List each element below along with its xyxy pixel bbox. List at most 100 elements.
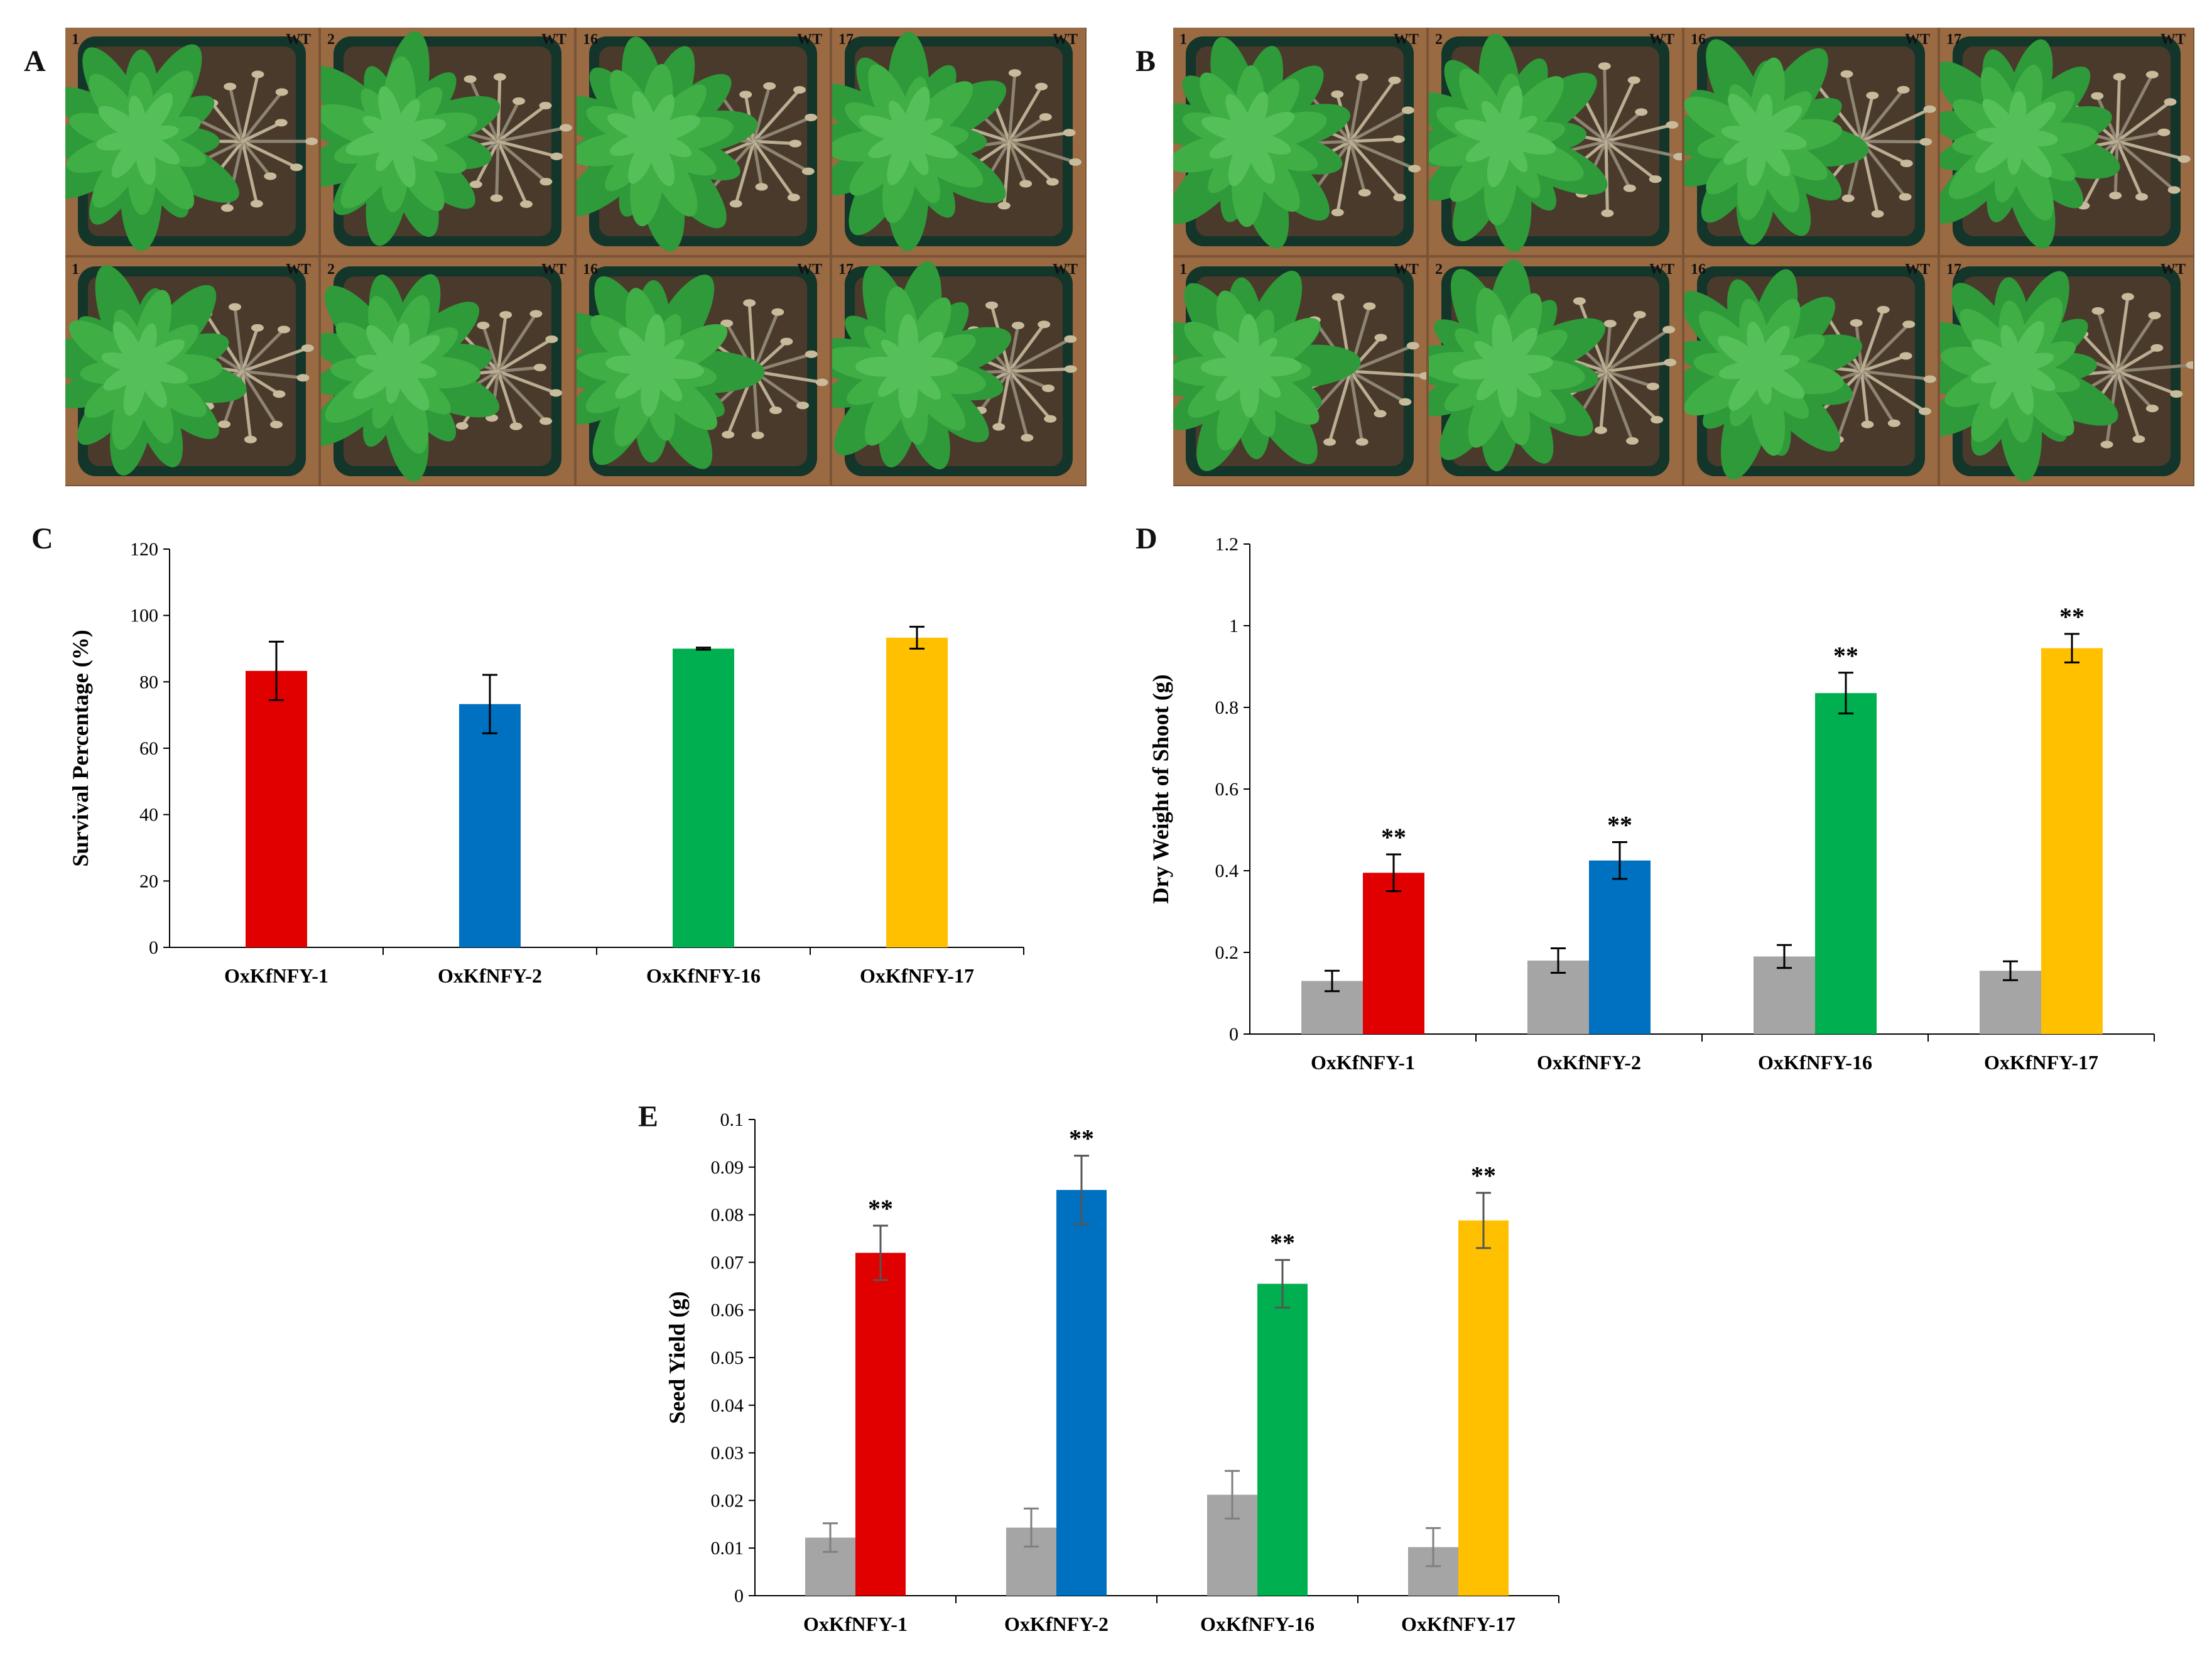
dry-leaf [1900, 160, 1913, 168]
dry-leaf [499, 311, 512, 319]
dry-stem [2115, 131, 2166, 143]
dry-leaf [1923, 375, 1936, 383]
dry-leaf [1011, 322, 1024, 330]
dry-leaf [1374, 410, 1387, 418]
dry-leaf [1392, 135, 1405, 143]
y-tick-label: 60 [139, 738, 158, 759]
leaf [394, 133, 438, 162]
dry-leaf [1008, 69, 1021, 77]
dry-leaf [1573, 297, 1586, 305]
y-tick-label: 0.08 [711, 1205, 744, 1226]
leaf [1990, 364, 2020, 409]
bar-transgenic [673, 648, 734, 947]
dry-stem [1007, 85, 1043, 143]
dry-leaf [2091, 92, 2104, 100]
dry-stem [1860, 139, 1927, 144]
plant-photo: 17 WT [832, 258, 1085, 485]
dry-stem [1007, 324, 1020, 373]
dry-leaf [1374, 334, 1387, 342]
dry-leaf [1069, 158, 1082, 166]
significance-marker: ** [868, 1194, 893, 1223]
dry-leaf [751, 431, 764, 439]
dry-leaf [277, 325, 290, 334]
dry-stem [1860, 369, 1896, 425]
plant-photo: 1 WT [1173, 28, 1426, 255]
plant-photo: 1 WT [65, 28, 318, 255]
dry-stem [1860, 369, 1869, 427]
line-number-label: 1 [1179, 261, 1187, 278]
dry-leaf [301, 344, 314, 352]
dry-stem [2115, 369, 2140, 441]
dry-leaf [1635, 108, 1648, 116]
dry-leaf [2150, 344, 2164, 352]
dry-leaf [550, 152, 563, 160]
leaf [648, 94, 675, 139]
dry-leaf [1044, 415, 1057, 423]
dry-leaf [2177, 155, 2191, 163]
dry-stem [2115, 346, 2159, 373]
dry-leaf [985, 301, 999, 309]
dry-stem [241, 139, 259, 205]
dry-stem [1860, 88, 1906, 143]
line-number-label: 1 [72, 261, 79, 278]
leaf [1971, 339, 2019, 371]
dry-leaf [1399, 398, 1412, 406]
significance-marker: ** [2059, 602, 2085, 631]
dry-stem [496, 126, 568, 143]
dry-leaf [2132, 435, 2145, 444]
dry-leaf [250, 200, 263, 208]
dry-stem [1348, 108, 1410, 143]
dry-stem [1007, 367, 1073, 373]
leaf [123, 364, 147, 416]
dry-leaf [771, 308, 784, 316]
dry-stem [1604, 361, 1672, 373]
dry-stem [496, 313, 507, 373]
dry-leaf [1021, 433, 1034, 442]
dry-leaf [1035, 82, 1048, 90]
dry-stem [481, 324, 500, 373]
dry-stem [1603, 64, 1608, 143]
line-number-label: 16 [1691, 261, 1706, 278]
leaf [1244, 92, 1269, 139]
dry-leaf [264, 172, 277, 180]
leaf [903, 87, 930, 139]
dry-leaf [512, 97, 526, 105]
dry-leaf [1063, 129, 1076, 137]
y-tick-label: 0.05 [711, 1348, 744, 1368]
dry-stem [241, 139, 298, 169]
y-axis-label: Seed Yield (g) [664, 1291, 690, 1424]
wt-label: WT [541, 31, 567, 48]
dry-leaf [1664, 358, 1677, 366]
dry-stem [496, 104, 548, 143]
dry-leaf [2186, 361, 2193, 369]
dry-leaf [2113, 73, 2126, 81]
bar-transgenic [1257, 1283, 1308, 1596]
dry-stem [241, 326, 259, 373]
dry-leaf [1388, 76, 1401, 84]
wt-label: WT [1393, 261, 1419, 278]
dry-leaf [270, 420, 283, 428]
dry-stem [1604, 369, 1655, 388]
dry-stem [752, 139, 764, 188]
x-tick-label: OxKfNFY-1 [1311, 1051, 1415, 1074]
dry-leaf [1039, 113, 1052, 121]
dry-stem [2096, 309, 2119, 373]
dry-leaf [1406, 342, 1419, 350]
dry-leaf [519, 200, 533, 208]
dry-leaf [305, 138, 318, 145]
dry-leaf [805, 350, 818, 358]
dry-stem [1348, 79, 1396, 143]
y-axis-label: Dry Weight of Shoot (g) [1148, 674, 1173, 903]
wt-label: WT [1649, 31, 1674, 48]
dry-leaf [769, 406, 783, 415]
line-number-label: 17 [1946, 31, 1961, 48]
dry-leaf [2148, 312, 2161, 320]
dry-leaf [1331, 293, 1345, 301]
dry-leaf [244, 435, 257, 444]
dry-leaf [1871, 210, 1884, 218]
bar-transgenic [855, 1253, 906, 1596]
dry-leaf [229, 303, 242, 311]
plant-photo: 16 WT [1684, 28, 1938, 255]
y-tick-label: 0 [149, 937, 158, 958]
dry-stem [1860, 308, 1885, 373]
